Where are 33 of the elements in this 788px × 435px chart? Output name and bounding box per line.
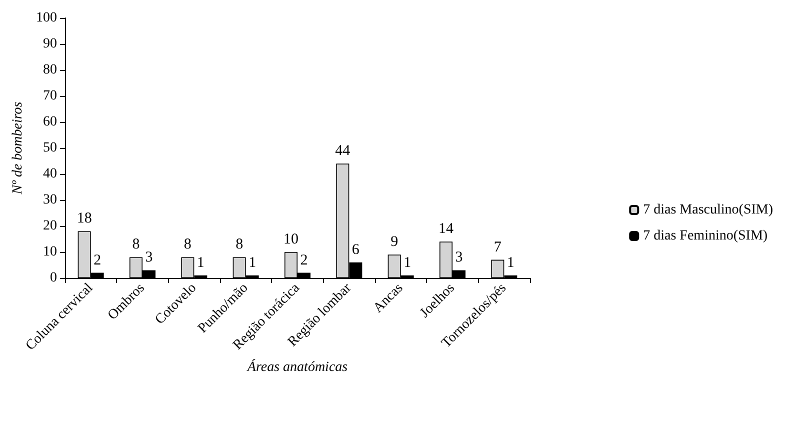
legend-label: 7 dias Feminino(SIM) (643, 228, 768, 244)
data-label: 10 (284, 232, 298, 248)
data-label: 44 (335, 143, 351, 160)
y-tick-label: 0 (50, 270, 57, 286)
data-label: 2 (300, 252, 308, 268)
y-axis-title: Nº de bombeiros (10, 101, 26, 196)
data-label: 1 (404, 254, 412, 271)
data-label: 8 (236, 236, 244, 253)
data-label: 14 (438, 221, 454, 238)
y-tick-label: 100 (36, 10, 57, 26)
data-label: 3 (145, 250, 153, 266)
y-tick-label: 10 (43, 244, 57, 260)
data-label: 7 (494, 239, 502, 256)
data-label: 18 (76, 210, 92, 227)
y-tick-label: 70 (43, 88, 57, 104)
y-tick-label: 60 (43, 114, 57, 130)
data-label: 8 (184, 236, 192, 253)
y-tick-label: 20 (43, 218, 57, 234)
data-label: 1 (196, 254, 204, 271)
y-tick-label: 40 (43, 166, 57, 182)
y-tick-label: 90 (43, 36, 57, 52)
data-label: 8 (132, 236, 140, 253)
data-label: 3 (455, 250, 463, 266)
data-label: 1 (248, 254, 256, 271)
y-tick-label: 30 (43, 192, 57, 208)
data-label: 6 (352, 242, 360, 258)
y-tick-label: 80 (43, 62, 57, 78)
data-label: 9 (390, 234, 398, 250)
x-axis-title: Áreas anatómicas (246, 358, 348, 375)
legend-label: 7 dias Masculino(SIM) (643, 202, 774, 218)
data-label: 1 (506, 254, 514, 271)
data-label: 2 (94, 252, 102, 268)
y-tick-label: 50 (43, 140, 57, 156)
